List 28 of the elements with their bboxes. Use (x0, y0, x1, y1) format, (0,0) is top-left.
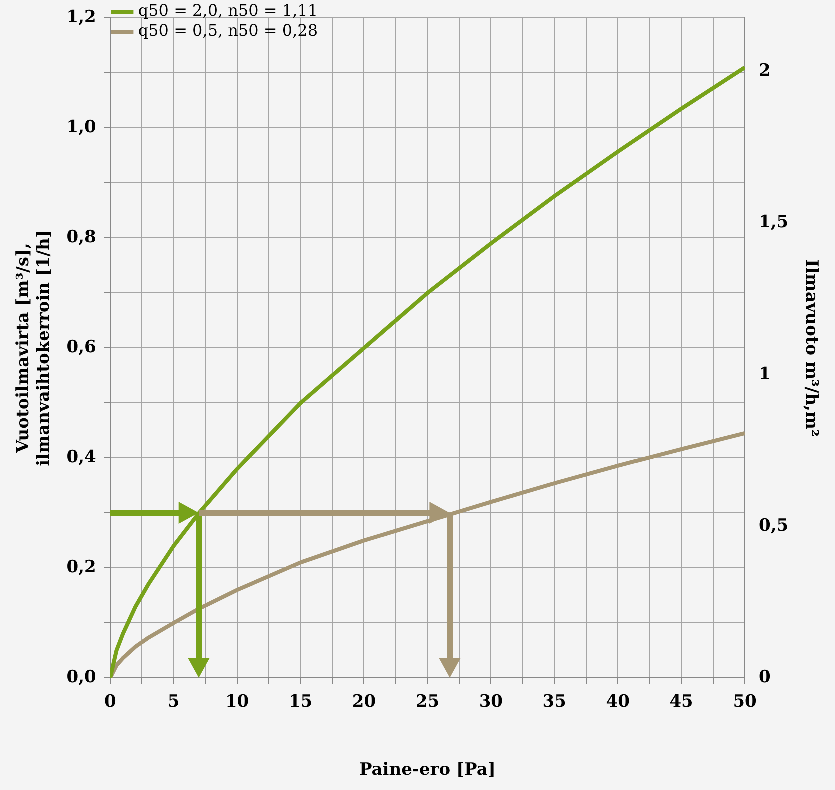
y-tick-label: 1,0 (66, 118, 97, 138)
x-tick-label: 30 (479, 692, 504, 712)
y2-tick-label: 0,5 (759, 516, 789, 536)
legend-label: q50 = 2,0, n50 = 1,11 (138, 1, 318, 20)
y2-axis-title: Ilmavuoto m³/h,m² (801, 259, 822, 437)
x-tick-label: 40 (606, 692, 630, 712)
x-tick-label: 0 (104, 692, 116, 712)
x-tick-label: 15 (288, 692, 313, 712)
y-axis-title: Vuotoilmavirta [m³/s], ilmanvaihtokerroin [1/h] (14, 230, 54, 466)
y2-tick-label: 2 (759, 61, 771, 82)
y-tick-label: 0,8 (66, 228, 96, 248)
x-tick-label: 50 (733, 692, 758, 712)
y-tick-label: 0,4 (66, 448, 97, 468)
y2-tick-label: 1,5 (759, 212, 789, 233)
y2-tick-label: 0 (759, 668, 772, 688)
y-tick-label: 0,2 (66, 558, 96, 578)
x-tick-label: 10 (225, 692, 250, 712)
y2-tick-label: 1 (759, 364, 771, 384)
x-tick-label: 20 (352, 692, 376, 712)
x-tick-label: 5 (168, 692, 180, 712)
y-tick-label: 0,0 (66, 668, 97, 688)
legend-label: q50 = 0,5, n50 = 0,28 (138, 21, 318, 40)
y-tick-label: 1,2 (66, 8, 96, 28)
x-tick-label: 45 (670, 692, 694, 712)
x-tick-label: 35 (542, 692, 566, 712)
x-tick-label: 25 (416, 692, 440, 712)
y-tick-label: 0,6 (66, 338, 96, 358)
x-axis-title: Paine-ero [Pa] (359, 760, 496, 780)
